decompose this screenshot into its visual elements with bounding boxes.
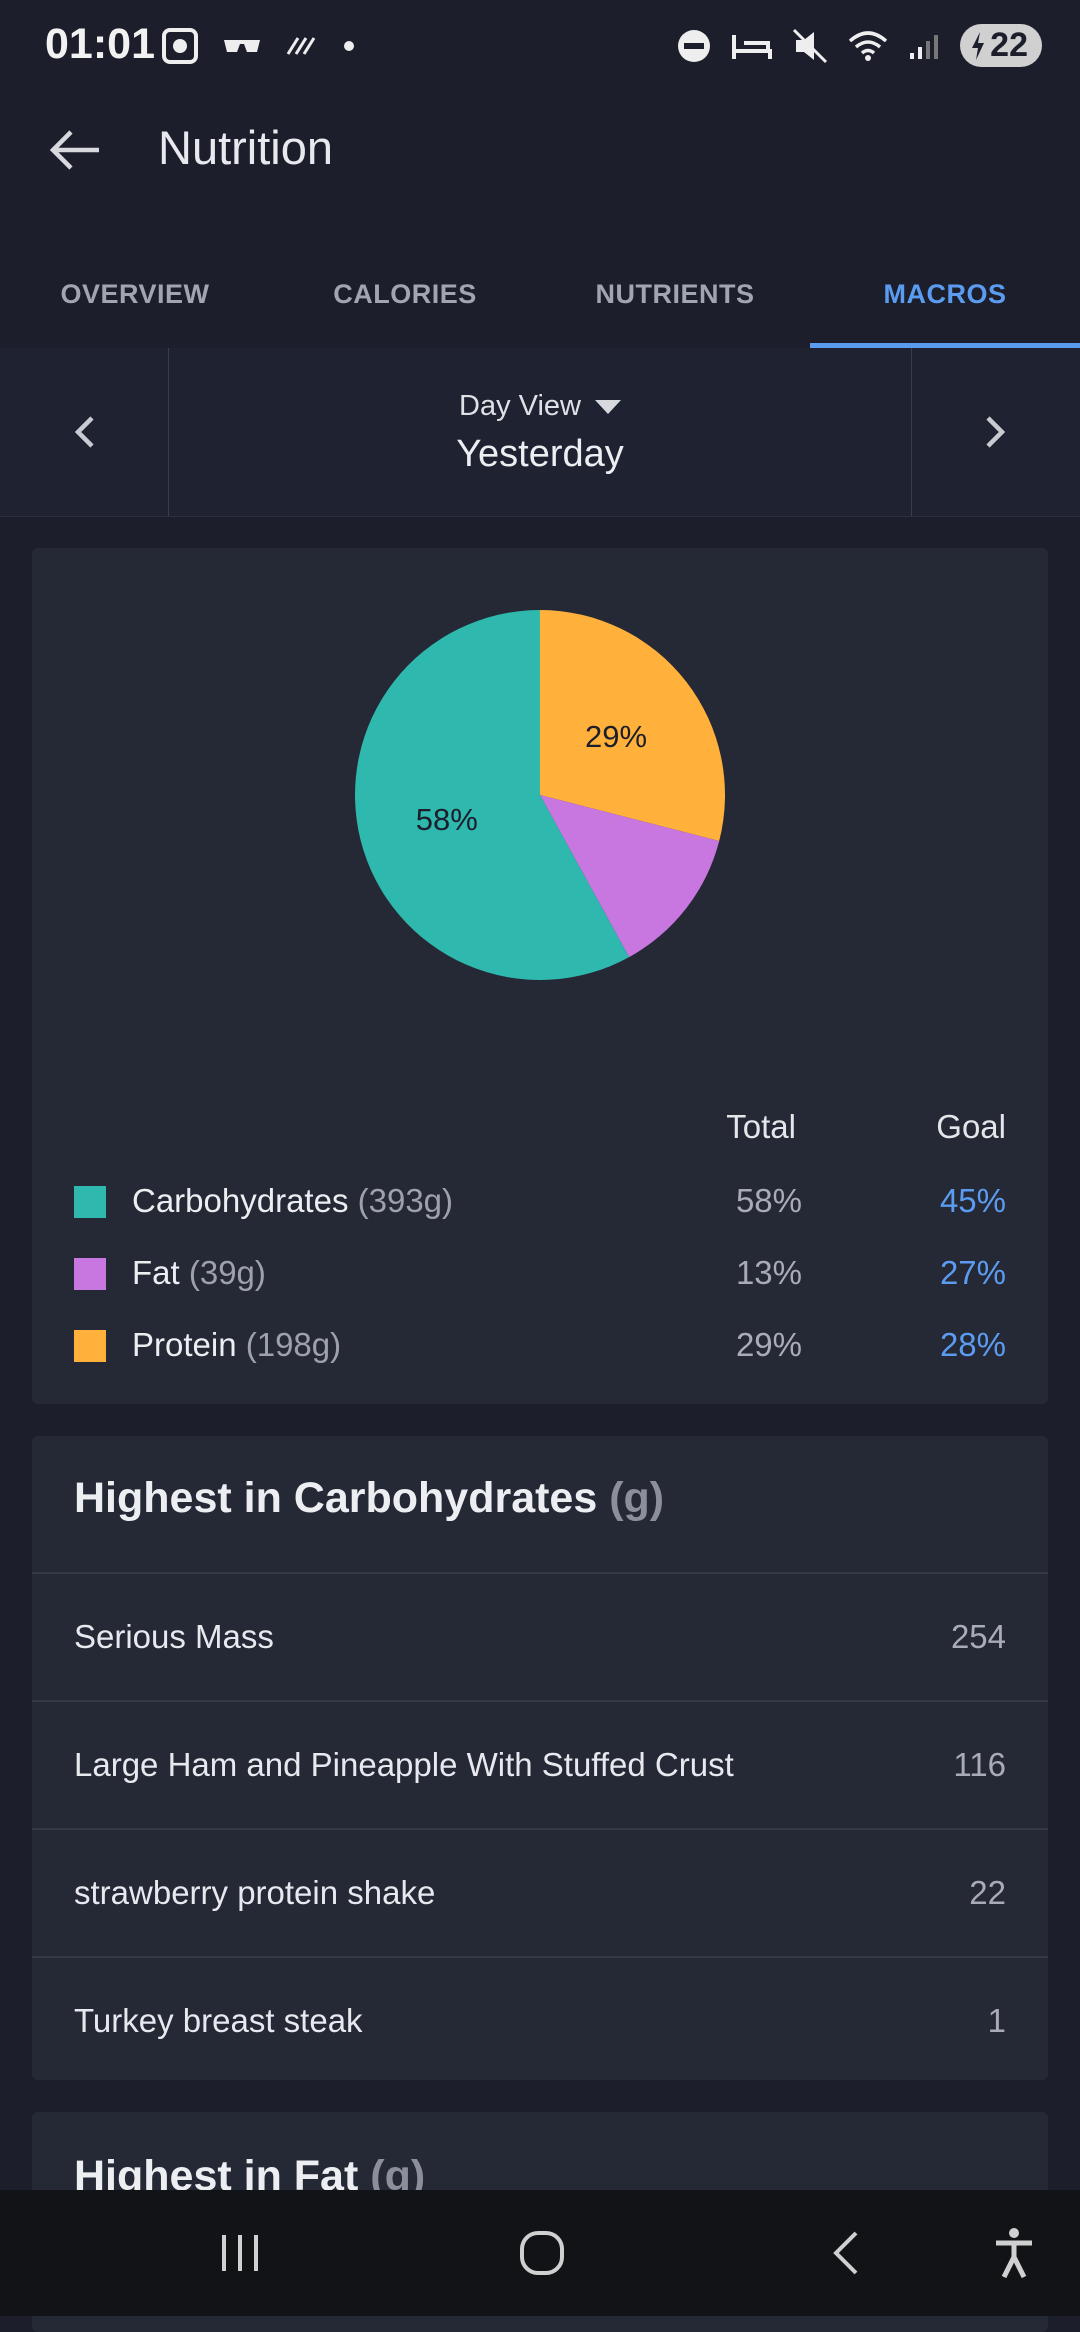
list-item[interactable]: Turkey breast steak 1 <box>32 1956 1048 2084</box>
chevron-left-icon <box>74 416 94 448</box>
tab-calories[interactable]: CALORIES <box>333 278 477 309</box>
recent-apps-button[interactable] <box>200 2220 280 2286</box>
screenshot-icon <box>162 28 198 64</box>
pie-label-protein: 29% <box>585 719 647 754</box>
highest-carbs-card: Highest in Carbohydrates (g) Serious Mas… <box>32 1436 1048 2080</box>
accessibility-button[interactable] <box>974 2220 1054 2286</box>
food-name: Turkey breast steak <box>74 2002 363 2039</box>
macros-pie-chart: 29% 58% <box>355 610 725 980</box>
macro-grams: (198g) <box>245 1326 342 1363</box>
color-swatch <box>74 1186 106 1218</box>
color-swatch <box>74 1258 106 1290</box>
status-time: 01:01 <box>45 20 155 68</box>
macro-name: Fat <box>132 1254 180 1291</box>
macros-chart-card: 29% 58% Total Goal Carbohydrates (393g) 5… <box>32 548 1048 1404</box>
legend-row-protein: Protein (198g) 29% 28% <box>32 1316 1048 1376</box>
total-header: Total <box>726 1108 796 1145</box>
page-title: Nutrition <box>158 121 334 174</box>
list-item[interactable]: strawberry protein shake 22 <box>32 1828 1048 1956</box>
tab-bar: OVERVIEW CALORIES NUTRIENTS MACROS <box>0 240 1080 348</box>
macro-total: 13% <box>735 1254 802 1291</box>
section-title: Highest in Carbohydrates (g) <box>74 1474 664 1523</box>
macro-name: Carbohydrates <box>132 1182 349 1219</box>
legend-row-fat: Fat (39g) 13% 27% <box>32 1244 1048 1304</box>
food-name: Serious Mass <box>74 1618 274 1655</box>
food-value: 116 <box>953 1746 1006 1783</box>
chevron-right-icon <box>986 416 1006 448</box>
food-name: Large Ham and Pineapple With Stuffed Cru… <box>74 1746 734 1783</box>
view-mode-label: Day View <box>459 390 581 422</box>
food-value: 22 <box>969 1874 1006 1911</box>
date-selector: Day View Yesterday <box>0 348 1080 517</box>
wifi-icon <box>849 30 888 61</box>
system-back-button[interactable] <box>806 2220 886 2286</box>
next-day-button[interactable] <box>911 348 1080 516</box>
battery-indicator: 22 <box>960 24 1042 67</box>
macro-goal: 27% <box>939 1254 1006 1291</box>
list-item[interactable]: Large Ham and Pineapple With Stuffed Cru… <box>32 1700 1048 1828</box>
legend-header: Total Goal <box>32 1108 1048 1158</box>
section-title-text: Highest in Carbohydrates <box>74 1474 598 1522</box>
previous-day-button[interactable] <box>0 348 169 516</box>
macro-total: 58% <box>735 1182 802 1219</box>
status-bar: 01:01 22 <box>0 0 1080 95</box>
pie-slice-protein <box>540 610 725 842</box>
signal-icon <box>910 34 939 59</box>
macro-goal: 28% <box>939 1326 1006 1363</box>
macro-total: 29% <box>735 1326 802 1363</box>
back-chevron-icon <box>833 2231 858 2275</box>
dropdown-triangle-icon <box>594 399 621 414</box>
goal-header: Goal <box>936 1108 1006 1145</box>
recent-apps-icon <box>222 2235 258 2271</box>
dnd-icon <box>678 29 711 62</box>
home-button[interactable] <box>502 2220 582 2286</box>
list-item[interactable]: Serious Mass 254 <box>32 1572 1048 1700</box>
back-button[interactable] <box>40 120 110 180</box>
glasses-icon <box>224 40 260 52</box>
battery-level: 22 <box>990 26 1028 64</box>
macro-name: Protein <box>132 1326 237 1363</box>
pie-label-carbohydrates: 58% <box>416 802 478 837</box>
mute-icon <box>793 28 828 63</box>
food-value: 254 <box>950 1618 1006 1655</box>
tab-overview[interactable]: OVERVIEW <box>60 278 210 309</box>
app-bar: Nutrition <box>0 95 1080 205</box>
section-unit: (g) <box>609 1474 665 1522</box>
sleep-icon <box>732 34 773 59</box>
macro-goal: 45% <box>939 1182 1006 1219</box>
selected-date: Yesterday <box>456 433 624 475</box>
color-swatch <box>74 1330 106 1362</box>
pie-slice-fat <box>540 795 720 958</box>
day-view-dropdown[interactable]: Day View Yesterday <box>170 348 910 516</box>
stripes-icon <box>286 37 316 55</box>
macro-grams: (39g) <box>188 1254 266 1291</box>
food-name: strawberry protein shake <box>74 1874 436 1911</box>
pie-slice-carbohydrates <box>355 610 630 980</box>
arrow-left-icon <box>49 130 99 170</box>
home-icon <box>520 2231 564 2275</box>
legend-row-carbohydrates: Carbohydrates (393g) 58% 45% <box>32 1172 1048 1232</box>
charging-icon <box>972 31 985 60</box>
macro-grams: (393g) <box>357 1182 454 1219</box>
accessibility-icon <box>996 2228 1032 2279</box>
food-list: Serious Mass 254 Large Ham and Pineapple… <box>32 1572 1048 2084</box>
tab-macros[interactable]: MACROS <box>810 240 1080 348</box>
tab-nutrients[interactable]: NUTRIENTS <box>595 278 755 309</box>
dot-icon <box>344 41 354 51</box>
food-value: 1 <box>987 2002 1006 2039</box>
system-nav-bar <box>0 2190 1080 2316</box>
